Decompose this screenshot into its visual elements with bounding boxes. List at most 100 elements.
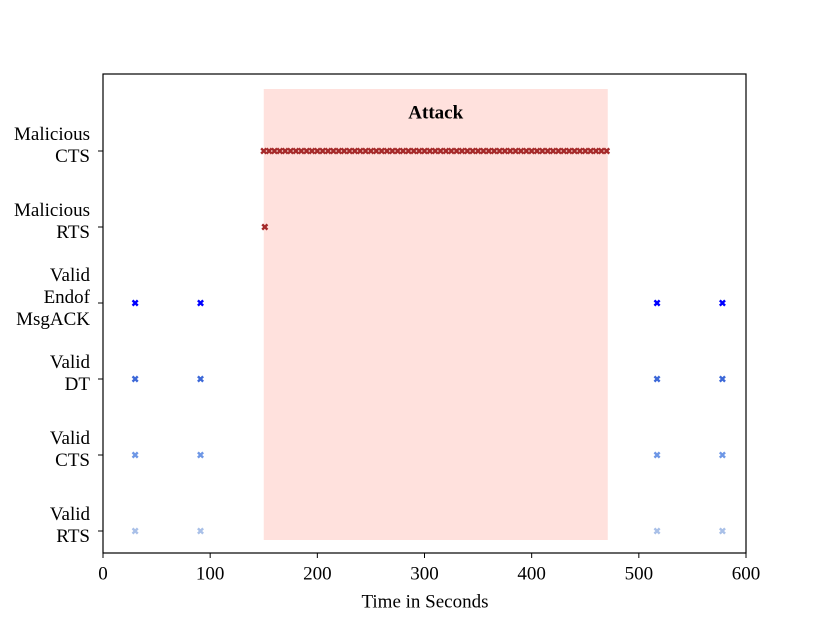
point [718,299,726,307]
point [197,451,204,459]
y-tick-label-line: Valid [50,428,91,449]
point [260,147,268,155]
point [426,147,434,155]
attack-span [263,89,608,540]
point [506,147,514,155]
point [442,147,450,155]
y-tick-label-line: MsgACK [16,309,90,330]
y-tick-label: Malicious RTS [14,200,90,243]
point [265,147,273,155]
point [276,147,284,155]
point [372,147,380,155]
y-tick-label: Valid CTS [50,428,91,471]
point [447,147,455,155]
point [131,451,139,459]
point [421,147,428,155]
x-tick-label: 0 [98,563,108,584]
point [592,147,600,155]
point [388,147,396,155]
x-tick-label: 100 [196,563,225,584]
point [522,147,530,155]
point [718,451,726,459]
point [653,375,661,383]
point [340,147,348,155]
y-tick-label-line: Malicious [14,200,90,221]
point [308,147,316,155]
point [415,147,423,155]
point [346,147,353,155]
point [394,147,402,155]
point [597,147,605,155]
point [367,147,375,155]
point [351,147,359,155]
y-tick-label: Valid RTS [50,504,91,547]
x-tick-label: 600 [732,563,761,584]
y-tick-label: Valid DT [50,352,91,395]
point [718,375,726,383]
point [431,147,439,155]
point [555,147,562,155]
point [469,147,477,155]
point [587,147,595,155]
point [197,527,204,535]
point [131,375,139,383]
y-tick-label-line: Malicious [14,124,90,145]
point [571,147,578,155]
y-tick-label-line: Endof [44,287,91,308]
x-tick-label: 200 [303,563,332,584]
x-tick-label: 300 [410,563,439,584]
point [485,147,493,155]
point [453,147,461,155]
y-tick-label-line: RTS [56,222,90,243]
point [329,147,337,155]
point [560,147,568,155]
point [383,147,391,155]
y-tick-label: Valid Endof MsgACK [16,265,91,330]
point [271,147,278,155]
point [512,147,520,155]
point [718,527,726,535]
point [261,223,269,231]
point [303,147,311,155]
point [576,147,584,155]
point [324,147,332,155]
point [313,147,321,155]
point [197,299,204,307]
point [549,147,557,155]
point [335,147,343,155]
point [544,147,552,155]
point [292,147,300,155]
point [458,147,466,155]
point [356,147,364,155]
point [538,147,546,155]
span-label: Attack [408,102,463,123]
y-tick-label: Malicious CTS [14,124,90,167]
point [474,147,482,155]
point [287,147,294,155]
y-tick-label-line: Valid [50,504,91,525]
point [131,527,139,535]
point [653,299,661,307]
y-tick-label-line: DT [65,374,91,395]
point [653,451,661,459]
point [437,147,445,155]
point [378,147,386,155]
point [399,147,407,155]
point [362,147,370,155]
point [603,147,611,155]
point [197,375,204,383]
point [528,147,536,155]
point [463,147,471,155]
point [479,147,487,155]
x-tick-label: 500 [625,563,654,584]
point [653,527,661,535]
point [581,147,589,155]
point [501,147,509,155]
point [281,147,289,155]
point [565,147,573,155]
y-tick-label-line: CTS [55,450,90,471]
point [131,299,139,307]
y-tick-label-line: CTS [55,146,90,167]
point [410,147,418,155]
